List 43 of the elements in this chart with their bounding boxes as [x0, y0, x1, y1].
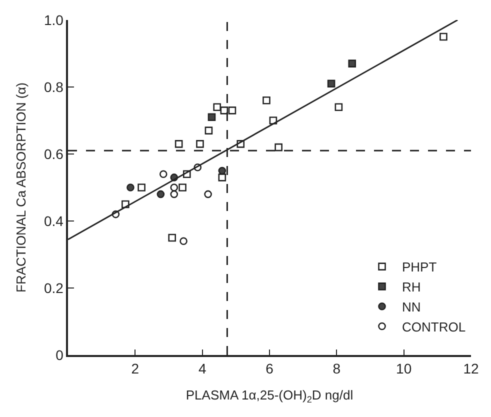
point [170, 190, 178, 198]
legend-label: RH [402, 280, 421, 295]
point [218, 166, 226, 175]
point [138, 184, 146, 192]
x-tick-label: 4 [198, 360, 206, 377]
point [213, 103, 222, 111]
point [440, 32, 448, 41]
point [204, 190, 212, 198]
point [220, 106, 228, 114]
legend-label: PHPT [402, 260, 437, 275]
point [170, 184, 178, 192]
point [174, 140, 183, 148]
point [334, 103, 343, 111]
legend-label: NN [402, 299, 421, 314]
point [156, 190, 165, 198]
y-tick-label: 0.2 [44, 280, 64, 296]
y-tick-label: 0.6 [44, 146, 64, 162]
point [327, 80, 336, 88]
point [218, 174, 226, 182]
legend-label: CONTROL [402, 319, 466, 334]
point [196, 140, 204, 148]
y-tick-label: 0.8 [44, 78, 64, 95]
x-tick-label: 10 [396, 360, 412, 377]
y-tick-label: 1.0 [44, 12, 64, 28]
x-tick-label: 12 [463, 360, 479, 377]
x-tick-label: 2 [131, 360, 140, 377]
point [168, 234, 176, 242]
point [274, 143, 282, 152]
x-tick-label: 6 [266, 360, 274, 377]
point [126, 184, 134, 192]
x-tick-label: 8 [332, 360, 341, 377]
point [262, 96, 270, 104]
y-tick-label: 0 [56, 346, 64, 363]
point [228, 106, 236, 114]
point [180, 237, 188, 245]
point [348, 60, 356, 68]
y-axis-title: FRACTIONAL Ca ABSORPTION (α) [13, 82, 28, 293]
point [204, 126, 213, 134]
point [178, 184, 186, 192]
point [159, 170, 168, 178]
point [208, 113, 216, 122]
y-tick-label: 0.4 [44, 212, 64, 229]
x-axis-title: PLASMA 1α,25-(OH)$_{2}$D ng/dl [186, 388, 354, 404]
